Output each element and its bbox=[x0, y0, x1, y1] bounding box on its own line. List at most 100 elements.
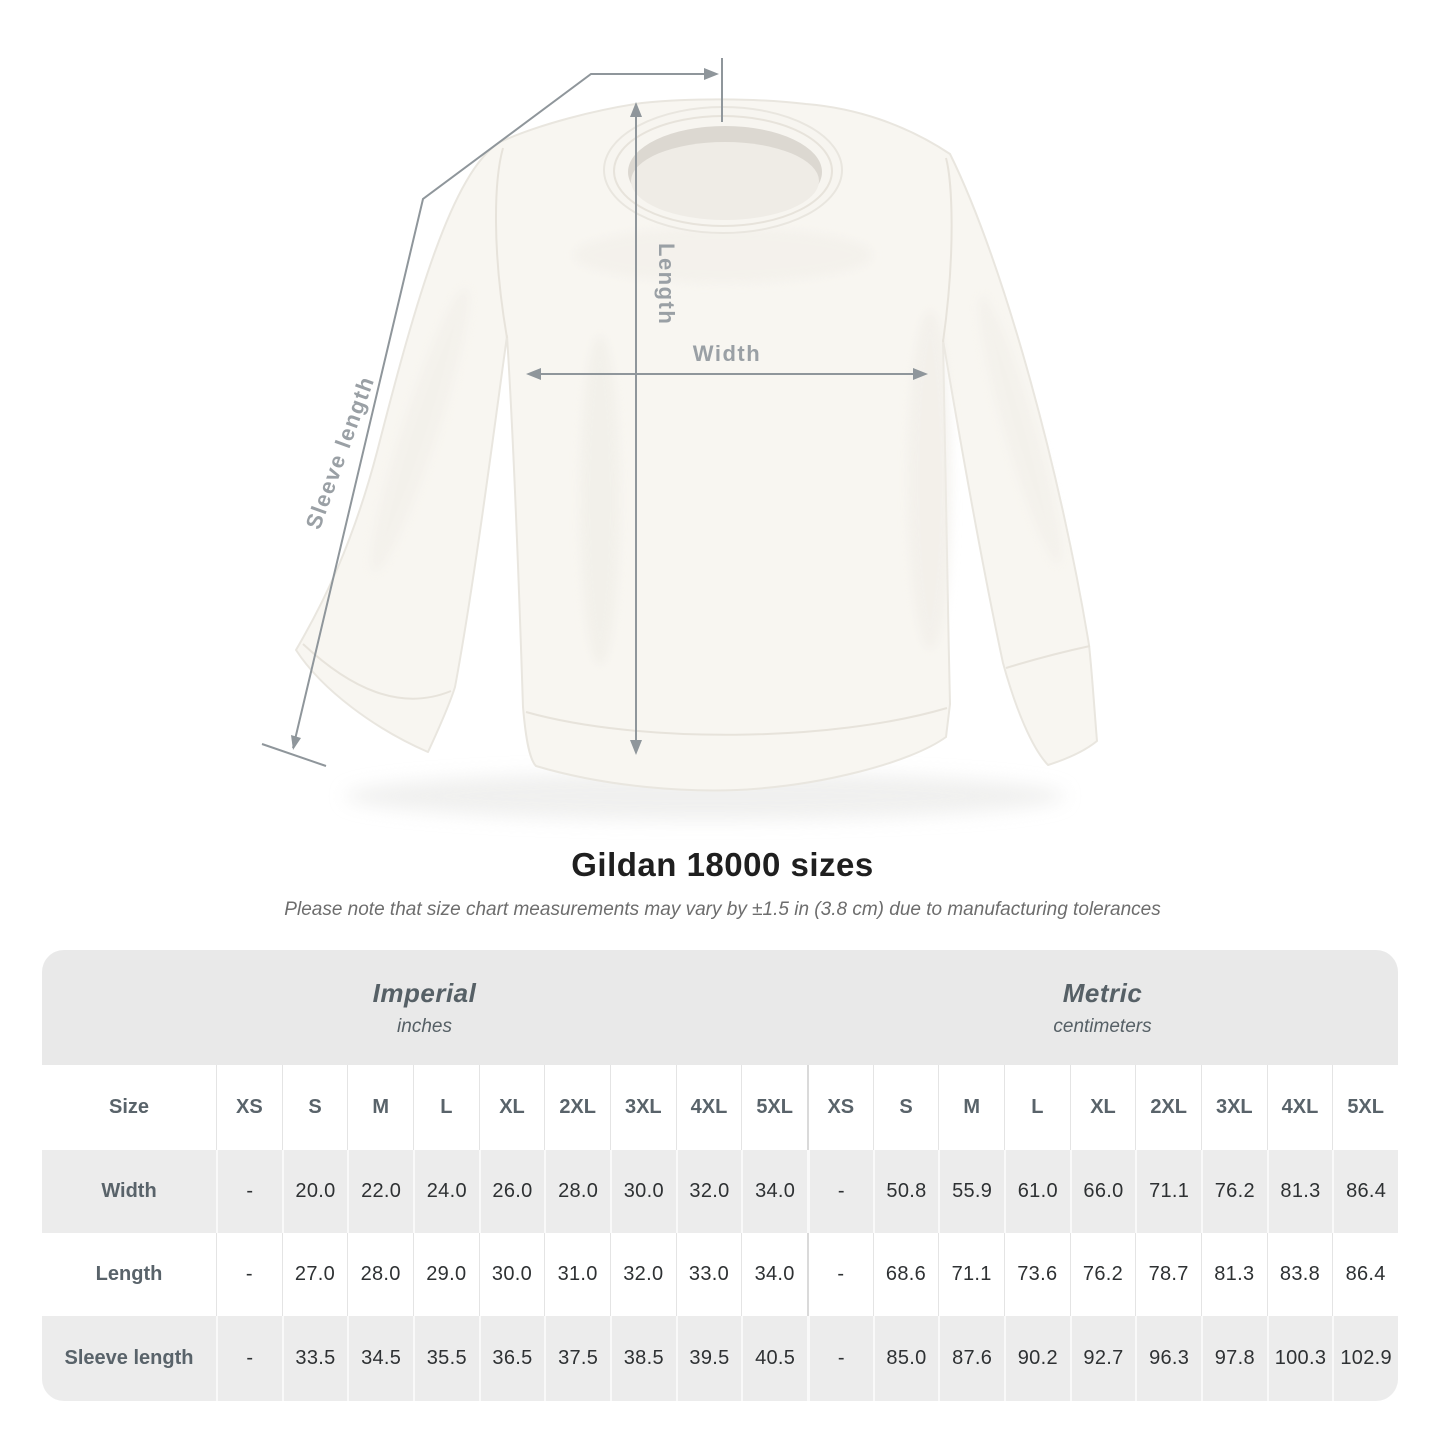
table-cell: - bbox=[806, 1150, 873, 1233]
table-cell: 78.7 bbox=[1135, 1233, 1201, 1316]
table-cell: 38.5 bbox=[609, 1316, 676, 1401]
table-cell: 96.3 bbox=[1135, 1316, 1201, 1401]
table-cell: 28.0 bbox=[544, 1150, 610, 1233]
table-cell: 92.7 bbox=[1069, 1316, 1136, 1401]
table-cell: 102.9 bbox=[1332, 1316, 1398, 1401]
length-label: Length bbox=[654, 243, 679, 325]
size-column-header: 2XL bbox=[1135, 1065, 1201, 1150]
table-cell: 50.8 bbox=[872, 1150, 939, 1233]
table-cell: 32.0 bbox=[609, 1233, 676, 1316]
size-column-label: Size bbox=[108, 1096, 150, 1118]
size-column-header: XS bbox=[216, 1065, 282, 1150]
sweatshirt-body bbox=[295, 98, 1098, 792]
table-cell: 20.0 bbox=[281, 1150, 348, 1233]
table-row-length: Length -27.0 28.0 29.0 30.0 31.0 32.0 33.0 34.0-… bbox=[42, 1233, 1398, 1316]
unit-group-name: Imperial bbox=[372, 977, 477, 1008]
size-column-header: 3XL bbox=[1200, 1065, 1267, 1150]
unit-group-metric: Metric centimeters bbox=[807, 950, 1398, 1065]
table-cell: - bbox=[806, 1316, 873, 1401]
table-cell: 97.8 bbox=[1200, 1316, 1267, 1401]
size-column-header: M bbox=[347, 1065, 413, 1150]
table-cell: 71.1 bbox=[938, 1233, 1004, 1316]
size-column-header: 4XL bbox=[1266, 1065, 1333, 1150]
unit-group-imperial: Imperial inches bbox=[42, 950, 807, 1065]
size-table: Imperial inches Metric centimeters Size X… bbox=[42, 950, 1398, 1401]
unit-band-row: Imperial inches Metric centimeters bbox=[42, 950, 1398, 1065]
table-cell: - bbox=[216, 1316, 282, 1401]
size-column-header: 5XL bbox=[741, 1065, 807, 1150]
garment-shadow bbox=[345, 772, 1065, 820]
sleeve-length-arrow bbox=[292, 73, 707, 749]
table-cell: - bbox=[216, 1150, 282, 1233]
table-cell: 24.0 bbox=[412, 1150, 479, 1233]
collar bbox=[603, 106, 843, 234]
size-column-header: 5XL bbox=[1332, 1065, 1398, 1150]
row-label: Width bbox=[101, 1180, 157, 1202]
unit-group-unit: centimeters bbox=[1053, 1015, 1152, 1037]
size-header-row: Size XS S M L XL 2XL 3XL 4XL 5XL XS S M L XL 2XL 3XL 4XL 5… bbox=[42, 1065, 1398, 1150]
size-column-header: XL bbox=[1069, 1065, 1136, 1150]
table-cell: 68.6 bbox=[872, 1233, 939, 1316]
table-row-sleeve-length: Sleeve length -33.5 34.5 35.5 36.5 37.5 38.5 39… bbox=[42, 1316, 1398, 1401]
size-column-header: L bbox=[412, 1065, 479, 1150]
cuff-reference-tick bbox=[261, 743, 327, 767]
table-cell: 86.4 bbox=[1332, 1150, 1398, 1233]
table-cell: 61.0 bbox=[1003, 1150, 1070, 1233]
table-cell: 31.0 bbox=[544, 1233, 610, 1316]
table-cell: 30.0 bbox=[609, 1150, 676, 1233]
size-column-header: XL bbox=[478, 1065, 545, 1150]
table-cell: 29.0 bbox=[412, 1233, 479, 1316]
size-column-header: S bbox=[281, 1065, 348, 1150]
table-cell: 27.0 bbox=[281, 1233, 348, 1316]
table-cell: 87.6 bbox=[938, 1316, 1004, 1401]
table-cell: 30.0 bbox=[478, 1233, 545, 1316]
table-cell: 33.5 bbox=[281, 1316, 348, 1401]
size-column-header: S bbox=[872, 1065, 939, 1150]
table-cell: 55.9 bbox=[938, 1150, 1004, 1233]
table-cell: 28.0 bbox=[347, 1233, 413, 1316]
table-cell: 73.6 bbox=[1003, 1233, 1070, 1316]
table-row-width: Width -20.0 22.0 24.0 26.0 28.0 30.0 32.0 34.0-5… bbox=[42, 1150, 1398, 1233]
row-label: Sleeve length bbox=[64, 1347, 194, 1369]
table-cell: - bbox=[216, 1233, 282, 1316]
sweatshirt-image: Length Width Sleeve length bbox=[261, 58, 1098, 820]
table-cell: 34.0 bbox=[741, 1233, 807, 1316]
table-cell: 26.0 bbox=[478, 1150, 545, 1233]
size-diagram: Length Width Sleeve length bbox=[261, 58, 1098, 820]
size-column-header: 2XL bbox=[544, 1065, 610, 1150]
table-cell: 76.2 bbox=[1069, 1233, 1136, 1316]
size-column-header: 3XL bbox=[609, 1065, 676, 1150]
table-cell: 85.0 bbox=[872, 1316, 939, 1401]
table-cell: 35.5 bbox=[412, 1316, 479, 1401]
table-cell: 34.5 bbox=[347, 1316, 413, 1401]
unit-group-unit: inches bbox=[397, 1015, 452, 1037]
size-column-header: 4XL bbox=[675, 1065, 742, 1150]
table-cell: 90.2 bbox=[1003, 1316, 1070, 1401]
table-cell: 22.0 bbox=[347, 1150, 413, 1233]
width-label: Width bbox=[693, 341, 761, 366]
size-column-header: XS bbox=[806, 1065, 873, 1150]
tolerance-note: Please note that size chart measurements… bbox=[284, 899, 1161, 920]
table-cell: 76.2 bbox=[1200, 1150, 1267, 1233]
size-column-header: M bbox=[938, 1065, 1004, 1150]
table-cell: 36.5 bbox=[478, 1316, 545, 1401]
table-cell: 32.0 bbox=[675, 1150, 742, 1233]
table-cell: 86.4 bbox=[1332, 1233, 1398, 1316]
table-cell: 40.5 bbox=[741, 1316, 807, 1401]
table-cell: - bbox=[806, 1233, 873, 1316]
table-cell: 66.0 bbox=[1069, 1150, 1136, 1233]
size-column-header: L bbox=[1003, 1065, 1070, 1150]
table-cell: 37.5 bbox=[544, 1316, 610, 1401]
table-cell: 34.0 bbox=[741, 1150, 807, 1233]
unit-group-name: Metric bbox=[1062, 977, 1143, 1008]
table-cell: 81.3 bbox=[1200, 1233, 1267, 1316]
table-cell: 33.0 bbox=[675, 1233, 742, 1316]
table-cell: 81.3 bbox=[1266, 1150, 1333, 1233]
table-cell: 71.1 bbox=[1135, 1150, 1201, 1233]
table-cell: 100.3 bbox=[1266, 1316, 1333, 1401]
table-cell: 39.5 bbox=[675, 1316, 742, 1401]
measurement-annotations bbox=[261, 58, 928, 767]
row-label: Length bbox=[95, 1263, 163, 1285]
page-title: Gildan 18000 sizes bbox=[571, 846, 874, 883]
table-cell: 83.8 bbox=[1266, 1233, 1333, 1316]
